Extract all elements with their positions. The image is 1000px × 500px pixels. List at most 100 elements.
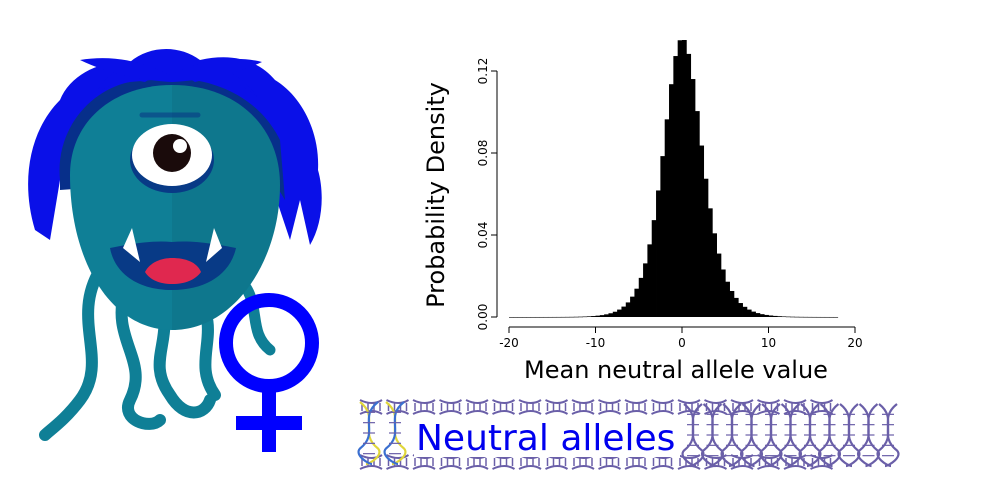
histogram-bar	[621, 306, 627, 317]
histogram-bar	[513, 316, 519, 318]
histogram-bar	[686, 53, 692, 317]
dna-icon	[412, 399, 436, 415]
histogram-bar	[755, 313, 761, 317]
histogram-bar	[764, 314, 769, 317]
histogram-bar	[712, 233, 717, 317]
histogram-bar	[746, 309, 752, 317]
x-tick-label: 0	[678, 336, 686, 350]
y-tick-label: 0.12	[476, 58, 490, 85]
histogram-bar	[556, 316, 562, 318]
histogram-bar	[630, 296, 635, 317]
histogram-bar	[725, 281, 730, 317]
dna-icon	[798, 403, 822, 468]
histogram-bar	[833, 316, 839, 318]
monster-eye	[130, 124, 214, 193]
histogram-bar	[660, 156, 666, 317]
histogram-bar	[521, 316, 527, 318]
monster-mouth	[110, 228, 236, 290]
histogram-bar	[599, 315, 605, 317]
dna-icon	[740, 403, 763, 468]
histogram-bar	[759, 314, 765, 317]
x-tick-label: 10	[761, 336, 776, 350]
histogram-bar	[794, 316, 800, 318]
histogram-bar	[534, 316, 540, 318]
dna-icon	[545, 399, 569, 415]
histogram-bar	[543, 316, 549, 318]
histogram-bar	[552, 316, 557, 318]
dna-icon	[598, 399, 622, 415]
histogram-bar	[573, 316, 579, 318]
dna-icon	[357, 401, 381, 466]
histogram-bar	[617, 309, 622, 317]
histogram-bar	[591, 316, 596, 317]
y-tick-label: 0.04	[476, 222, 490, 249]
histogram-bar	[772, 315, 778, 317]
histogram-bar	[707, 208, 713, 317]
dna-icon	[465, 454, 489, 470]
histogram-bar	[634, 288, 640, 317]
histogram-bar	[526, 316, 532, 318]
dna-icon	[810, 399, 834, 415]
histogram-bar	[608, 313, 614, 317]
histogram-bar	[694, 111, 700, 317]
histogram-bar	[625, 302, 631, 317]
histogram-bar	[720, 269, 726, 317]
histogram-bar	[578, 316, 583, 318]
y-axis: 0.00 0.04 0.08 0.12	[476, 58, 498, 330]
female-symbol-icon	[219, 293, 319, 452]
dna-icon	[518, 399, 542, 415]
dna-row-top	[359, 399, 834, 415]
dna-icon	[779, 403, 802, 468]
histogram-bar	[539, 316, 544, 318]
histogram-bar	[751, 311, 756, 317]
dna-icon	[701, 403, 724, 468]
histogram-bar	[517, 316, 523, 318]
histogram-bar	[638, 277, 644, 317]
histogram-bar	[673, 56, 679, 317]
histogram-bar	[803, 316, 808, 318]
histogram-bar	[604, 314, 609, 317]
histogram-bar	[647, 244, 653, 317]
banner-label: Neutral alleles	[416, 418, 675, 459]
histogram-bar	[612, 311, 618, 317]
dna-icon	[818, 403, 841, 468]
histogram-bar	[811, 316, 817, 318]
histogram-bars	[509, 40, 839, 318]
histogram-bar	[742, 306, 748, 317]
histogram-bar	[790, 316, 795, 318]
histogram-bar	[738, 303, 743, 317]
histogram-bar	[777, 316, 782, 317]
histogram-bar	[651, 220, 657, 317]
histogram-bar	[785, 316, 791, 318]
histogram-bar	[690, 79, 696, 318]
cyclops-monster-icon	[28, 48, 322, 441]
histogram-bar	[509, 316, 514, 318]
histogram-bar	[824, 316, 830, 318]
histogram-bar	[729, 290, 735, 317]
histogram-bar	[703, 178, 709, 317]
dna-icon	[720, 403, 744, 468]
x-tick-label: 20	[847, 336, 862, 350]
histogram-bar	[547, 316, 553, 318]
x-axis: -20 -10 0 10 20	[499, 326, 863, 350]
histogram-bar	[656, 190, 661, 317]
histogram-bar	[595, 315, 601, 317]
x-tick-label: -20	[499, 336, 519, 350]
dna-icon	[624, 399, 648, 415]
dna-icon	[571, 399, 595, 415]
dna-icon	[677, 399, 701, 415]
histogram-bar	[807, 316, 813, 318]
y-tick-label: 0.08	[476, 140, 490, 167]
dna-banner: Neutral alleles	[357, 399, 900, 470]
x-tick-label: -10	[586, 336, 606, 350]
dna-icon	[759, 403, 783, 468]
histogram-bar	[586, 316, 592, 317]
y-axis-title: Probability Density	[422, 82, 450, 308]
dna-icon	[465, 399, 489, 415]
histogram-bar	[699, 145, 705, 317]
histogram-bar	[569, 316, 575, 318]
dna-icon	[837, 403, 861, 468]
histogram-bar	[643, 263, 648, 317]
histogram-bar	[781, 316, 787, 318]
histogram-bar	[565, 316, 570, 318]
